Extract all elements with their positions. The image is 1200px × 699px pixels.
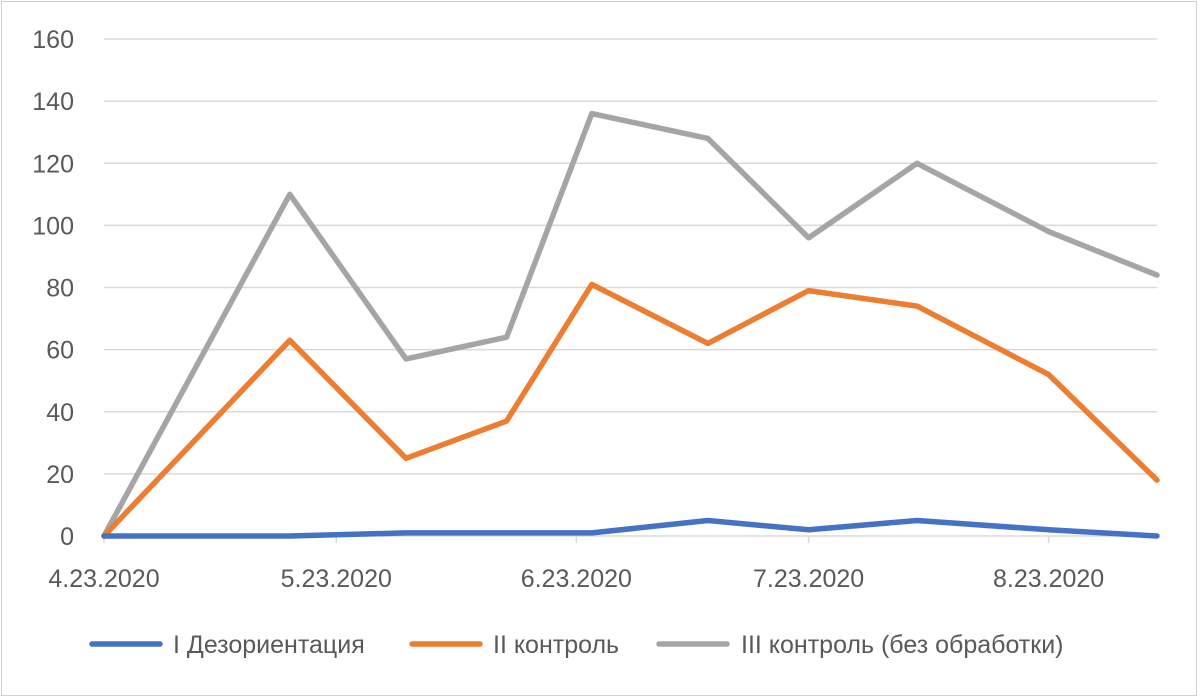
x-tick-label: 6.23.2020 bbox=[521, 565, 632, 593]
legend-label-2: II контроль bbox=[493, 631, 619, 659]
gridlines bbox=[104, 38, 1157, 475]
y-tick-label: 120 bbox=[32, 150, 74, 178]
x-tick-label: 8.23.2020 bbox=[993, 565, 1104, 593]
series-line-2 bbox=[101, 281, 1160, 539]
series-lines bbox=[101, 110, 1160, 539]
x-tick-label: 4.23.2020 bbox=[48, 565, 159, 593]
y-tick-label: 20 bbox=[46, 461, 74, 489]
x-tick-label: 5.23.2020 bbox=[281, 565, 392, 593]
y-tick-label: 40 bbox=[46, 399, 74, 427]
x-axis: 4.23.2020 5.23.2020 6.23.2020 7.23.2020 8.23… bbox=[48, 535, 1157, 593]
y-tick-label: 0 bbox=[60, 523, 74, 551]
legend: I Дезориентация II контроль III контроль (… bbox=[89, 631, 1064, 659]
legend-label-3: III контроль (без обработки) bbox=[741, 631, 1064, 659]
series-line-3 bbox=[101, 110, 1160, 539]
y-tick-label: 60 bbox=[46, 337, 74, 365]
x-tick-label: 7.23.2020 bbox=[753, 565, 864, 593]
y-tick-label: 100 bbox=[32, 212, 74, 240]
y-tick-label: 160 bbox=[32, 26, 74, 54]
y-axis-ticks: 0 20 40 60 80 100 120 140 160 bbox=[32, 26, 74, 551]
y-tick-label: 140 bbox=[32, 88, 74, 116]
legend-label-1: I Дезориентация bbox=[173, 631, 365, 659]
y-tick-label: 80 bbox=[46, 275, 74, 303]
series-line-1 bbox=[101, 517, 1160, 539]
